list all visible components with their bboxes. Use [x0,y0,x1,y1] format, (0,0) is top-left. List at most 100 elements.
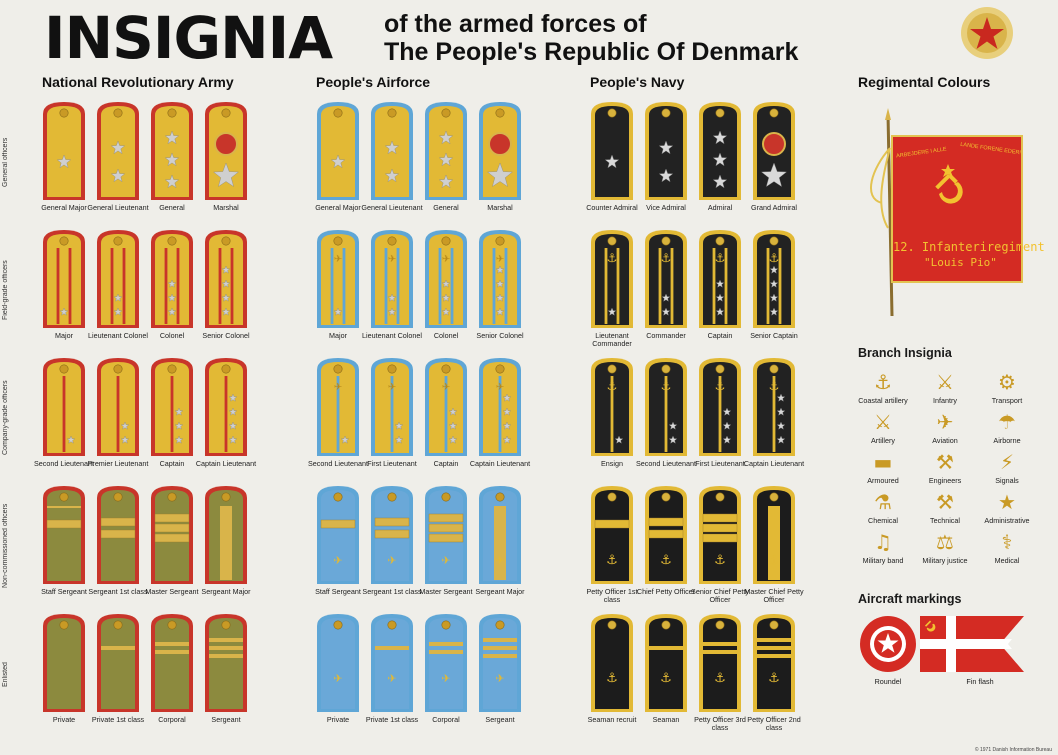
engineers-icon: ⚒ [936,450,954,474]
rank-label: Second Lieutenant [34,459,94,468]
branch-insignia-item: ⚒ Engineers [914,450,976,485]
medical-icon: ⚕ [1001,530,1013,554]
rank-star [776,407,786,416]
army-shoulder-board [205,102,247,200]
board-field [321,106,355,197]
rank-label: Major [55,331,73,340]
airforce-shoulder-board: ✈ [371,230,413,328]
army-rank-cell: Private 1st class [92,612,144,724]
rank-stripe [450,248,454,324]
rank-star [712,174,728,189]
board-button [333,236,343,246]
board-field [209,618,243,709]
airforce-shoulder-board [317,102,359,200]
board-button [113,492,123,502]
army-rank-cell: Senior Colonel [202,228,250,340]
board-button [221,492,231,502]
rank-stripe [616,248,620,324]
rank-star [221,265,231,274]
anchor-icon: ⚓ [660,553,672,568]
navy-shoulder-board: ⚓ [753,486,795,584]
navy-rank-cell: ⚓ Seaman recruit [588,612,636,724]
rank-label: Lieutenant Colonel [362,331,422,340]
airforce-rank-cell: General Major [314,100,362,212]
wings-icon: ✈ [387,554,396,567]
airforce-shoulder-board: ✈ [317,230,359,328]
rank-bar [100,517,136,527]
signals-icon: ⚡ [999,450,1015,474]
rank-label: Sergeant Major [475,587,525,596]
branch-insignia-item: ⚗ Chemical [852,490,914,525]
rank-label: Private 1st class [91,715,145,724]
navy-shoulder-board: ⚓ [753,230,795,328]
rank-label: Vice Admiral [646,203,686,212]
airforce-rank-cell: Marshal [476,100,524,212]
board-field [155,618,189,709]
airforce-shoulder-board: ✈ [371,614,413,712]
navy-shoulder-board [753,102,795,200]
rank-label: Senior Chief Petty Officer [691,587,749,604]
rank-label: Sergeant [485,715,515,724]
board-button [769,364,779,374]
state-emblem [488,132,512,156]
board-field [649,106,683,197]
board-button [221,364,231,374]
rank-label: Senior Captain [750,331,798,340]
navy-shoulder-board: ⚓ [753,614,795,712]
rank-star [330,154,346,169]
rank-label: Premier Lieutenant [87,459,149,468]
aircraft-section-heading: Aircraft markings [858,592,962,606]
branch-label: Technical [930,516,960,525]
board-button [59,364,69,374]
rank-star [167,293,177,302]
branch-label: Armoured [867,476,899,485]
navy-rank-cell: ⚓ First Lieutenant [695,356,745,468]
branch-insignia-item: ⚖ Military justice [914,530,976,565]
anchor-icon: ⚓ [714,553,726,568]
rank-label: Captain Lieutenant [743,459,805,468]
branch-insignia-item: ★ Administrative [976,490,1038,525]
board-field [47,618,81,709]
transport-icon: ⚙ [998,370,1016,394]
airforce-shoulder-board [479,102,521,200]
branch-label: Chemical [868,516,898,525]
rank-bar [154,523,190,533]
board-button [387,108,397,118]
rank-stripe [224,376,228,452]
airforce-rank-cell: ✈ Private [314,612,362,724]
star-emblem-icon [958,4,1016,67]
rank-star [228,421,238,430]
board-button [441,108,451,118]
army-rank-cell: Corporal [148,612,196,724]
branch-label: Engineers [928,476,962,485]
rank-star [164,174,180,189]
board-field [47,490,81,581]
rank-label: Corporal [158,715,186,724]
rank-star [722,407,732,416]
rank-bar [757,654,791,658]
rank-star [668,435,678,444]
rank-stripe [330,248,334,324]
rank-star [387,293,397,302]
rank-stripe [718,376,722,452]
board-field [703,618,737,709]
navy-shoulder-board: ⚓ [699,230,741,328]
board-button [715,108,725,118]
rank-stripe [492,248,496,324]
army-shoulder-board [97,486,139,584]
board-button [113,364,123,374]
rank-bar [483,646,517,650]
rank-label: Colonel [433,331,459,340]
rank-star [769,293,779,302]
army-rank-cell: Sergeant 1st class [88,484,148,596]
airforce-rank-cell: ✈ Sergeant 1st class [362,484,422,596]
rank-label: Captain [707,331,733,340]
board-field [321,234,355,325]
rank-label: Marshal [487,203,513,212]
rank-star [228,407,238,416]
board-field [155,106,189,197]
airforce-shoulder-board [425,102,467,200]
rank-label: Private 1st class [365,715,419,724]
rank-bar [209,646,243,650]
army-shoulder-board [97,614,139,712]
